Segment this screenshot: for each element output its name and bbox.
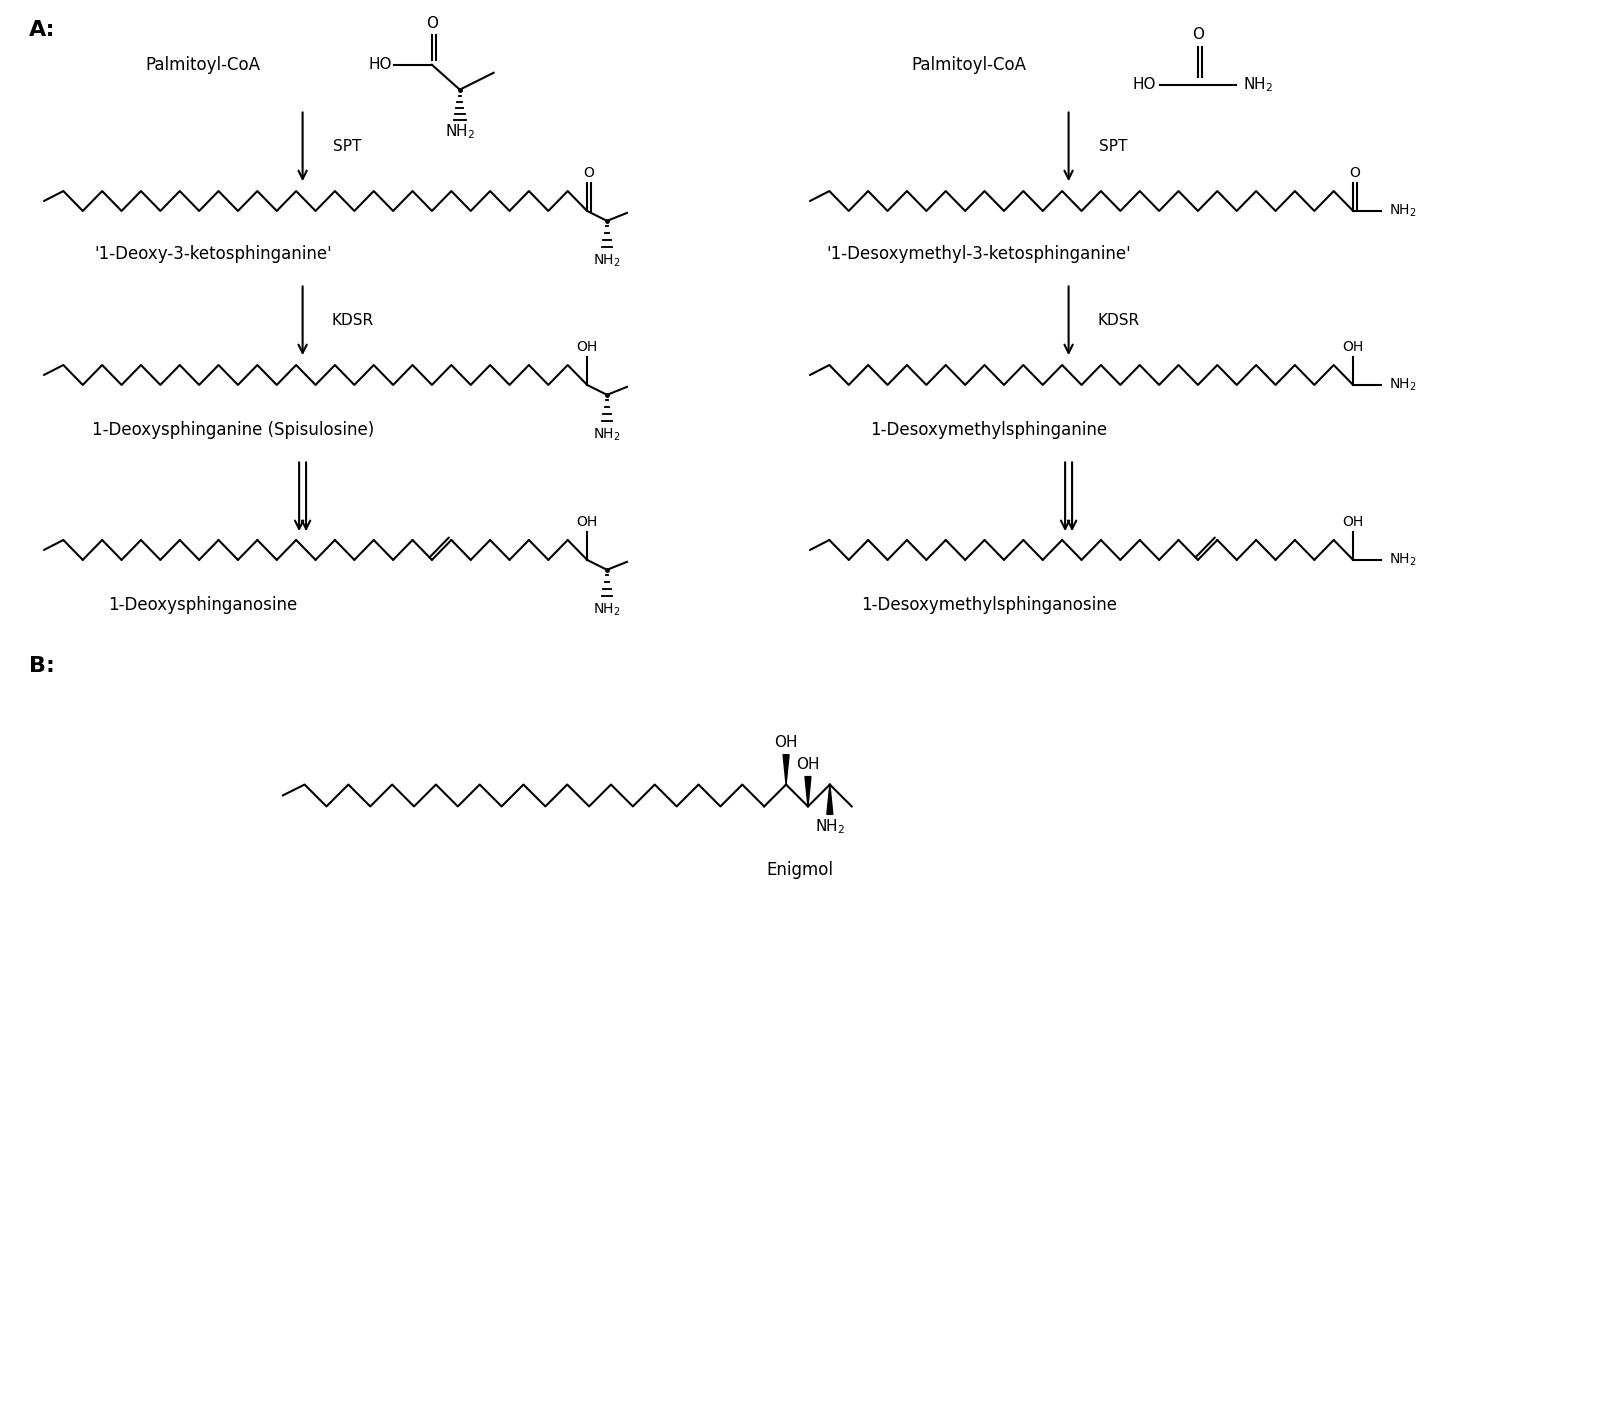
Text: SPT: SPT: [333, 139, 362, 154]
Text: NH$_2$: NH$_2$: [1389, 552, 1416, 568]
Text: OH: OH: [1342, 515, 1363, 530]
Text: NH$_2$: NH$_2$: [1243, 75, 1272, 93]
Text: OH: OH: [577, 340, 598, 354]
Text: O: O: [426, 16, 437, 31]
Text: NH$_2$: NH$_2$: [1389, 377, 1416, 394]
Polygon shape: [804, 776, 811, 807]
Text: HO: HO: [1133, 78, 1157, 92]
Text: OH: OH: [1342, 340, 1363, 354]
Polygon shape: [827, 784, 833, 814]
Text: HO: HO: [368, 57, 392, 72]
Text: NH$_2$: NH$_2$: [815, 817, 844, 835]
Text: NH$_2$: NH$_2$: [593, 426, 622, 443]
Polygon shape: [783, 755, 790, 784]
Text: B:: B:: [29, 656, 54, 677]
Text: Enigmol: Enigmol: [766, 861, 833, 879]
Text: O: O: [1349, 166, 1360, 180]
Text: Palmitoyl-CoA: Palmitoyl-CoA: [912, 55, 1027, 74]
Text: NH$_2$: NH$_2$: [593, 602, 622, 617]
Text: KDSR: KDSR: [332, 313, 373, 327]
Text: A:: A:: [29, 20, 56, 40]
Text: NH$_2$: NH$_2$: [593, 252, 622, 269]
Text: 1-Deoxysphinganosine: 1-Deoxysphinganosine: [109, 596, 298, 613]
Text: 1-Desoxymethylsphinganosine: 1-Desoxymethylsphinganosine: [860, 596, 1117, 613]
Text: '1-Deoxy-3-ketosphinganine': '1-Deoxy-3-ketosphinganine': [95, 245, 332, 263]
Text: O: O: [583, 166, 594, 180]
Text: '1-Desoxymethyl-3-ketosphinganine': '1-Desoxymethyl-3-ketosphinganine': [827, 245, 1131, 263]
Text: NH$_2$: NH$_2$: [445, 122, 474, 140]
Text: KDSR: KDSR: [1097, 313, 1139, 327]
Text: Palmitoyl-CoA: Palmitoyl-CoA: [146, 55, 261, 74]
Text: NH$_2$: NH$_2$: [1389, 202, 1416, 219]
Text: OH: OH: [796, 758, 820, 772]
Text: 1-Desoxymethylsphinganine: 1-Desoxymethylsphinganine: [870, 421, 1107, 439]
Text: OH: OH: [577, 515, 598, 530]
Text: O: O: [1192, 27, 1205, 42]
Text: SPT: SPT: [1099, 139, 1128, 154]
Text: OH: OH: [774, 735, 798, 750]
Text: 1-Deoxysphinganine (Spisulosine): 1-Deoxysphinganine (Spisulosine): [91, 421, 375, 439]
